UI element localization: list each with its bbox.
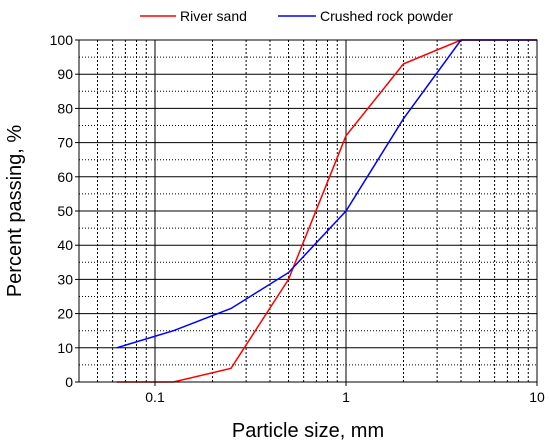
y-tick-label: 50 — [57, 203, 73, 219]
y-tick-label: 100 — [50, 32, 74, 48]
x-axis-title: Particle size, mm — [232, 420, 384, 442]
y-axis-title: Percent passing, % — [4, 125, 26, 298]
y-tick-label: 30 — [57, 271, 73, 287]
x-tick-label: 0.1 — [145, 389, 165, 405]
x-tick-label: 10 — [529, 389, 545, 405]
series-line-crushed-rock-powder — [116, 39, 537, 349]
y-tick-label: 70 — [57, 135, 73, 151]
series-line-river-sand — [116, 39, 537, 383]
x-tick-label: 1 — [342, 389, 350, 405]
y-tick-label: 90 — [57, 66, 73, 82]
y-tick-label: 40 — [57, 237, 73, 253]
y-tick-label: 10 — [57, 340, 73, 356]
y-tick-label: 60 — [57, 169, 73, 185]
grid — [79, 39, 538, 383]
legend-label: Crushed rock powder — [320, 8, 453, 24]
axis-ticks: 0 10 20 30 40 50 60 70 80 90 100 0.1 1 10 — [50, 32, 545, 405]
y-tick-label: 20 — [57, 306, 73, 322]
legend-label: River sand — [180, 8, 247, 24]
y-tick-label: 80 — [57, 100, 73, 116]
series-lines — [116, 39, 537, 383]
y-tick-label: 0 — [65, 374, 73, 390]
legend: River sand Crushed rock powder — [140, 8, 453, 24]
